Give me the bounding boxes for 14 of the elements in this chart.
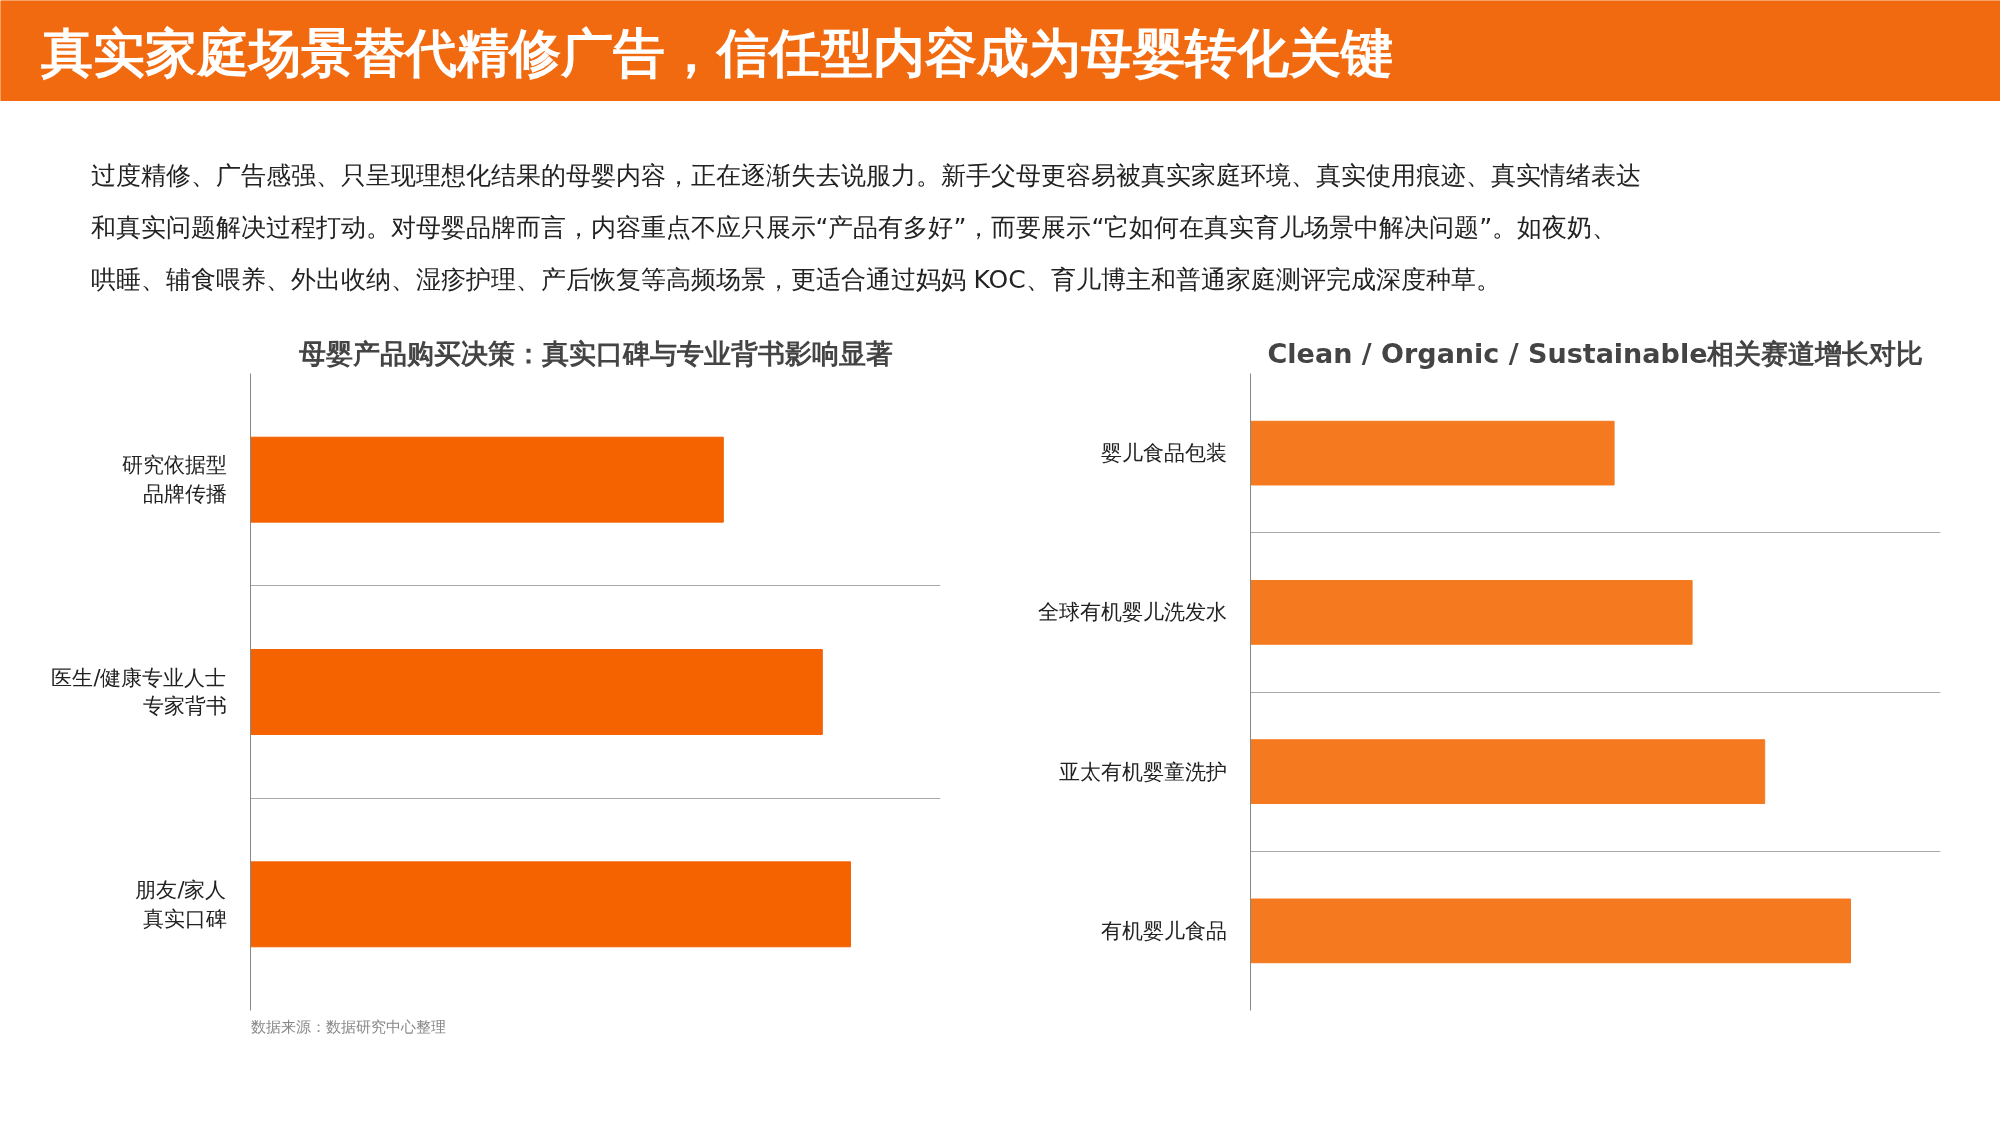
y-tick-label: 亚太有机婴童洗护 <box>1058 759 1227 784</box>
y-tick-label: 研究依据型品牌传播 <box>121 453 227 507</box>
chart-title: Clean / Organic / Sustainable相关赛道增长对比 <box>1267 337 1924 369</box>
text: 过度精修、广告感强、只呈现理想化结果的母婴内容，正在逐渐失去说服力。新手父母更容易被真实家庭环境、真实使用痕迹、真实情绪表达 <box>90 161 1641 190</box>
y-tick-label: 有机婴儿食品 <box>1100 918 1227 943</box>
text: 真实家庭场景替代精修广告，信任型内容成为母婴转化关键 <box>39 22 1393 83</box>
chart-title: 母婴产品购买决策：真实口碑与专业背书影响显著 <box>297 337 893 369</box>
text: 和真实问题解决过程打动。对母婴品牌而言，内容重点不应只展示“产品有多好”，而要展示“它如何在真实育儿场景中解决问题”。如夜奶、 <box>90 213 1618 242</box>
y-tick-label: 医生/健康专业人士专家背书 <box>51 665 227 719</box>
y-tick-label: 朋友/家人真实口碑 <box>135 877 227 931</box>
y-tick-label: 婴儿食品包装 <box>1100 441 1227 466</box>
source-note: 数据来源：数据研究中心整理 <box>250 1017 446 1036</box>
y-tick-label: 全球有机婴儿洗发水 <box>1037 600 1227 625</box>
text: 哄睡、辅食喂养、外出收纳、湿疹护理、产后恢复等高频场景，更适合通过妈妈 KOC、育儿博主和普通家庭测评完成深度种草。 <box>90 265 1501 294</box>
